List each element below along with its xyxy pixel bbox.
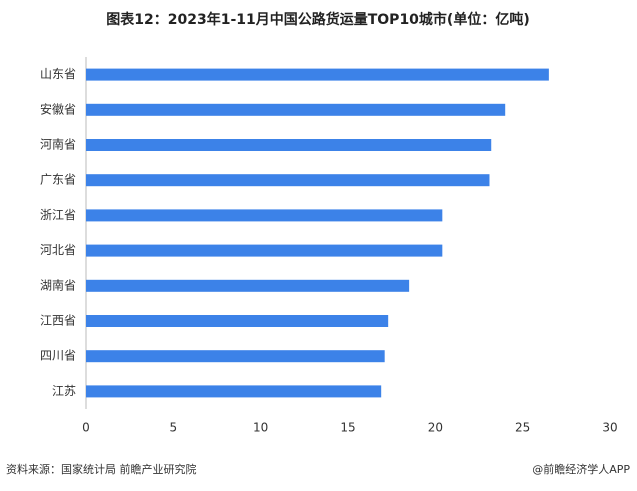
source-note: 资料来源：国家统计局 前瞻产业研究院 <box>6 462 197 476</box>
bar <box>86 385 382 398</box>
x-tick-label: 10 <box>253 421 268 435</box>
chart-title: 图表12：2023年1-11月中国公路货运量TOP10城市(单位：亿吨) <box>106 11 529 28</box>
y-tick-label: 广东省 <box>40 173 76 187</box>
y-tick-label: 湖南省 <box>40 277 76 292</box>
y-tick-label: 四川省 <box>40 349 76 363</box>
y-tick-label: 江苏 <box>52 384 76 398</box>
bar <box>86 244 443 257</box>
x-tick-label: 15 <box>340 421 355 435</box>
bar <box>86 279 410 292</box>
bar <box>86 103 506 116</box>
bar <box>86 174 490 187</box>
x-tick-label: 20 <box>428 421 443 435</box>
y-tick-label: 河北省 <box>40 243 76 257</box>
bar <box>86 315 389 327</box>
y-tick-label: 江西省 <box>40 314 76 328</box>
x-tick-label: 5 <box>170 421 178 435</box>
bar <box>86 139 492 151</box>
bar <box>86 209 443 222</box>
bar <box>86 350 385 363</box>
y-tick-label: 河南省 <box>40 137 76 152</box>
credit: @前瞻经济学人APP <box>532 462 630 476</box>
bar <box>86 68 549 81</box>
y-tick-label: 浙江省 <box>40 208 76 222</box>
x-tick-label: 25 <box>515 421 530 435</box>
y-tick-label: 山东省 <box>40 67 76 81</box>
y-tick-label: 安徽省 <box>40 101 76 116</box>
x-tick-label: 30 <box>602 421 617 435</box>
x-tick-label: 0 <box>82 421 90 435</box>
